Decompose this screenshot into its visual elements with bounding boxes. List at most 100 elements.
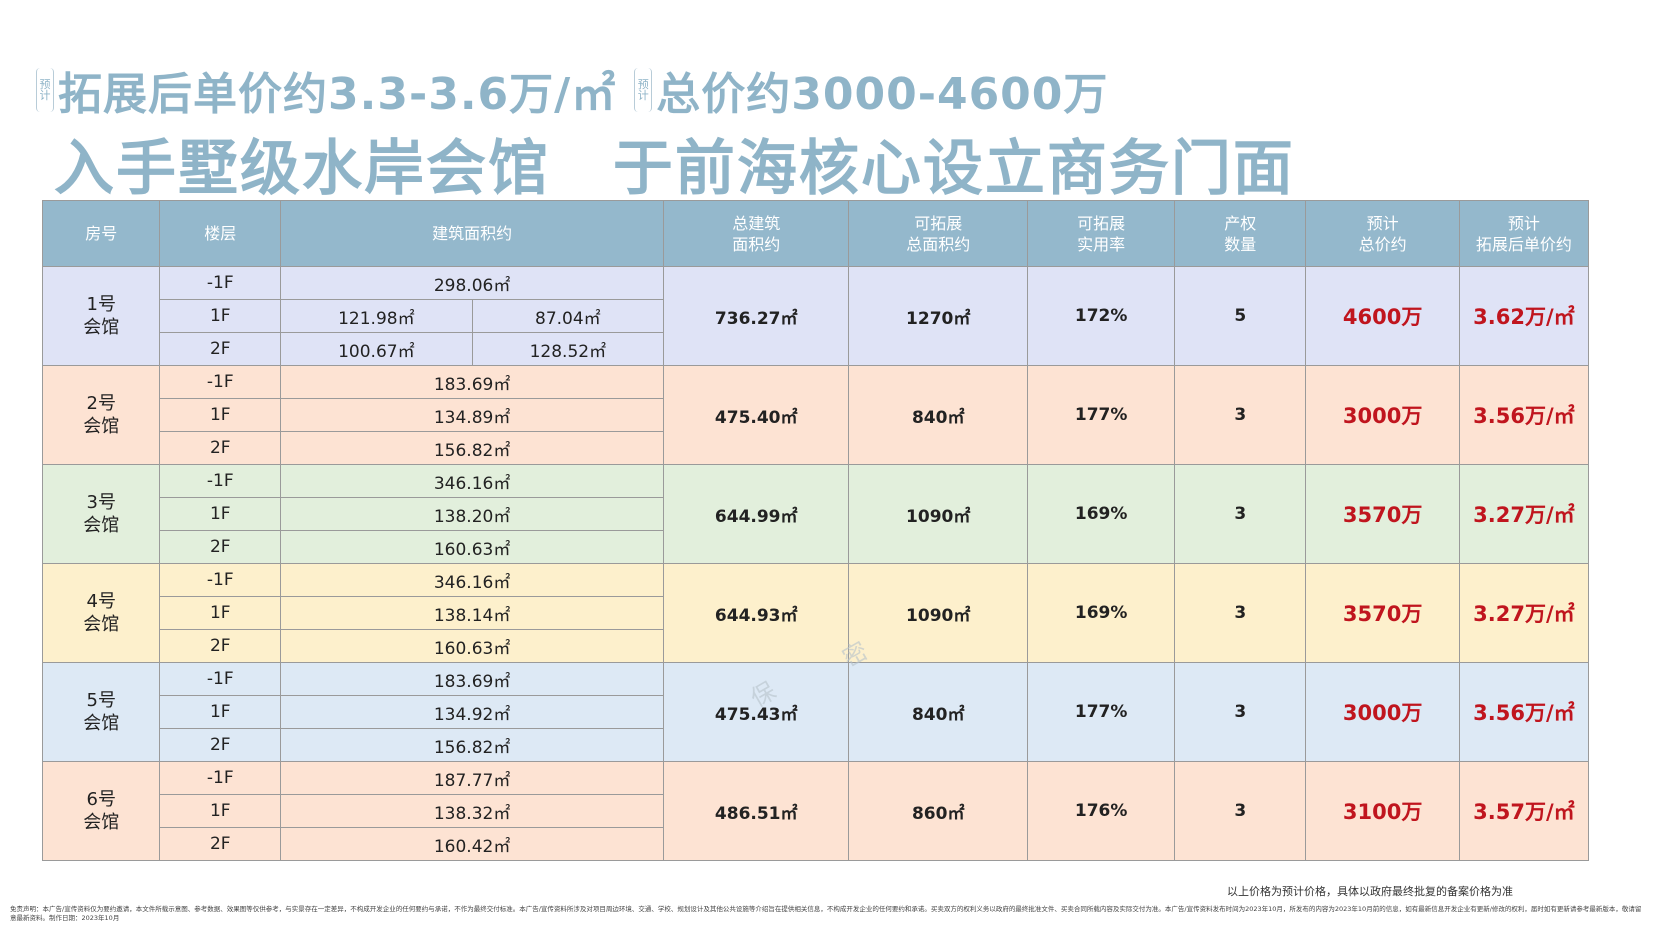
area-cell: 134.92㎡ (280, 695, 665, 729)
slogan-part-2: 于前海核心设立商务门面 (612, 134, 1295, 204)
floor-cell: -1F (159, 761, 282, 795)
table-row: 1F 134.89㎡ (43, 398, 1589, 432)
price-table: 房号 楼层 建筑面积约 总建筑 面积约 可拓展 总面积约 可拓展 实用率 产权 数量 预… (41, 200, 1590, 861)
area-cell: 346.16㎡ (280, 563, 665, 597)
total-price-cell: 3000万 (1305, 365, 1460, 465)
table-row: 1F 138.32㎡ (43, 794, 1589, 828)
floor-cell: 2F (159, 728, 282, 762)
count-cell: 3 (1174, 761, 1307, 861)
area-cell: 346.16㎡ (280, 464, 665, 498)
table-row: 5号 会馆 -1F 183.69㎡ 475.43㎡ 840㎡ 177% 3 300… (41, 662, 1590, 762)
floor-cell: 2F (159, 629, 282, 663)
headline-slogan: 入手墅级水岸会馆 于前海核心设立商务门面 (54, 120, 1335, 207)
total-area-cell: 736.27㎡ (663, 266, 850, 366)
area-cell: 138.32㎡ (280, 794, 665, 828)
table-row: 2号 会馆 -1F 183.69㎡ 475.40㎡ 840㎡ 177% 3 300… (41, 365, 1590, 465)
area-cell: 298.06㎡ (280, 266, 665, 300)
area-cell: 100.67㎡ (280, 332, 473, 366)
estimate-tag: 预计 (634, 68, 653, 112)
floor-cell: 1F (159, 497, 282, 531)
total-price-cell: 3000万 (1305, 662, 1460, 762)
expand-area-cell: 1270㎡ (848, 266, 1029, 366)
table-row: 1号 会馆 -1F 298.06㎡ 736.27㎡ 1270㎡ 172% 5 46… (41, 266, 1590, 366)
total-area-cell: 475.43㎡ (663, 662, 850, 762)
table-row: 1F 121.98㎡ 87.04㎡ (43, 299, 1589, 333)
header-unit-price: 预计 拓展后单价约 (1458, 200, 1590, 267)
floor-cell: 2F (159, 827, 282, 861)
count-cell: 3 (1174, 662, 1307, 762)
area-cell: 183.69㎡ (280, 365, 665, 399)
table-row: 2F 160.63㎡ (43, 629, 1589, 663)
count-cell: 3 (1174, 365, 1307, 465)
total-area-cell: 644.99㎡ (663, 464, 850, 564)
table-row: 2F 100.67㎡ 128.52㎡ (43, 332, 1589, 366)
table-row: 1F 138.20㎡ (43, 497, 1589, 531)
expand-area-cell: 1090㎡ (848, 563, 1029, 663)
area-cell: 156.82㎡ (280, 728, 665, 762)
table-row: 3号 会馆 -1F 346.16㎡ 644.99㎡ 1090㎡ 169% 3 35… (41, 464, 1590, 564)
rate-cell: 176% (1027, 761, 1176, 861)
count-cell: 5 (1174, 266, 1307, 366)
rate-cell: 169% (1027, 563, 1176, 663)
floor-cell: 2F (159, 530, 282, 564)
unit-price-cell: 3.62万/㎡ (1458, 266, 1590, 366)
rate-cell: 177% (1027, 662, 1176, 762)
unit-price-headline: 拓展后单价约3.3-3.6万/㎡ (58, 69, 617, 120)
header-area: 建筑面积约 (280, 200, 665, 267)
table-row: 4号 会馆 -1F 346.16㎡ 644.93㎡ 1090㎡ 169% 3 35… (41, 563, 1590, 663)
floor-cell: 2F (159, 332, 282, 366)
table-row: 6号 会馆 -1F 187.77㎡ 486.51㎡ 860㎡ 176% 3 310… (41, 761, 1590, 861)
room-cell: 5号 会馆 (41, 662, 161, 762)
floor-cell: 1F (159, 299, 282, 333)
table-row: 2F 160.42㎡ (43, 827, 1589, 861)
total-price-cell: 4600万 (1305, 266, 1460, 366)
total-area-cell: 486.51㎡ (663, 761, 850, 861)
unit-price-cell: 3.27万/㎡ (1458, 563, 1590, 663)
total-price-headline: 总价约3000-4600万 (656, 69, 1109, 120)
floor-cell: 1F (159, 596, 282, 630)
room-cell: 1号 会馆 (41, 266, 161, 366)
disclaimer: 免责声明：本广告/宣传资料仅为要约邀请，本文件所载示意图、参考数据、效果图等仅供… (10, 905, 1642, 922)
floor-cell: -1F (159, 464, 282, 498)
price-note: 以上价格为预计价格，具体以政府最终批复的备案价格为准 (1227, 885, 1513, 898)
area-cell: 87.04㎡ (471, 299, 665, 333)
area-cell: 156.82㎡ (280, 431, 665, 465)
headline-prices: 预计 拓展后单价约3.3-3.6万/㎡ 预计 总价约3000-4600万 (36, 62, 1126, 120)
expand-area-cell: 1090㎡ (848, 464, 1029, 564)
floor-cell: -1F (159, 662, 282, 696)
table-row: 2F 160.63㎡ (43, 530, 1589, 564)
header-total-price: 预计 总价约 (1305, 200, 1460, 267)
area-cell: 160.63㎡ (280, 530, 665, 564)
floor-cell: -1F (159, 563, 282, 597)
header-expand-area: 可拓展 总面积约 (848, 200, 1029, 267)
expand-area-cell: 860㎡ (848, 761, 1029, 861)
unit-price-cell: 3.56万/㎡ (1458, 365, 1590, 465)
floor-cell: -1F (159, 266, 282, 300)
rate-cell: 172% (1027, 266, 1176, 366)
floor-cell: 1F (159, 794, 282, 828)
area-cell: 134.89㎡ (280, 398, 665, 432)
room-cell: 2号 会馆 (41, 365, 161, 465)
total-price-cell: 3100万 (1305, 761, 1460, 861)
header-rate: 可拓展 实用率 (1027, 200, 1176, 267)
total-price-cell: 3570万 (1305, 464, 1460, 564)
rate-cell: 169% (1027, 464, 1176, 564)
room-cell: 4号 会馆 (41, 563, 161, 663)
estimate-tag: 预计 (36, 68, 54, 112)
unit-price-cell: 3.27万/㎡ (1458, 464, 1590, 564)
count-cell: 3 (1174, 464, 1307, 564)
header-floor: 楼层 (159, 200, 282, 267)
area-cell: 187.77㎡ (280, 761, 665, 795)
area-cell: 128.52㎡ (471, 332, 665, 366)
table-row: 2F 156.82㎡ (43, 728, 1589, 762)
area-cell: 160.63㎡ (280, 629, 665, 663)
floor-cell: 2F (159, 431, 282, 465)
expand-area-cell: 840㎡ (848, 365, 1029, 465)
count-cell: 3 (1174, 563, 1307, 663)
total-area-cell: 644.93㎡ (663, 563, 850, 663)
unit-price-cell: 3.56万/㎡ (1458, 662, 1590, 762)
table-row: 1F 134.92㎡ (43, 695, 1589, 729)
area-cell: 138.14㎡ (280, 596, 665, 630)
header-total-area: 总建筑 面积约 (663, 200, 850, 267)
unit-price-cell: 3.57万/㎡ (1458, 761, 1590, 861)
